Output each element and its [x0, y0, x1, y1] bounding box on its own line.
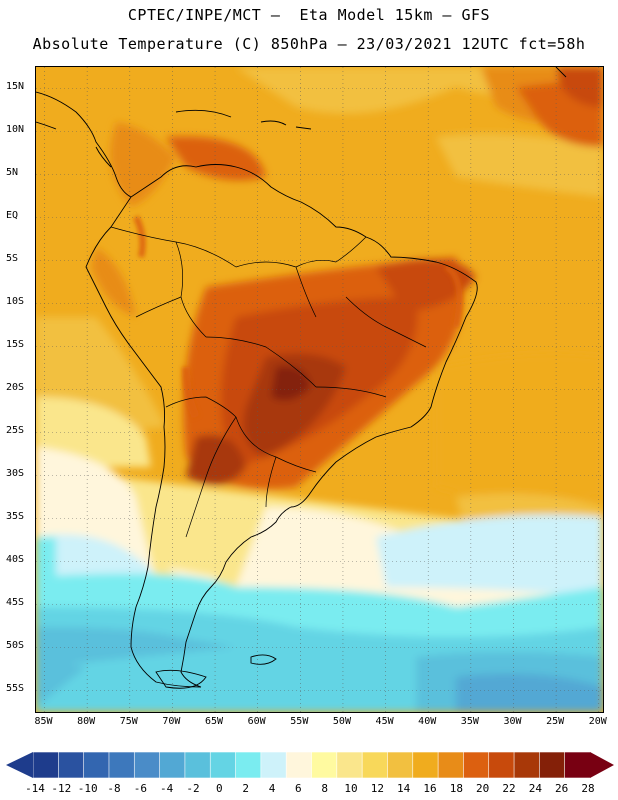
coastlines — [36, 67, 567, 689]
colorbar-swatch — [412, 751, 439, 779]
warm-streaks — [133, 215, 463, 419]
colorbar-label: 0 — [216, 782, 223, 795]
colorbar-swatch — [285, 751, 313, 779]
latitude-label: EQ — [6, 209, 19, 221]
country-borders — [110, 226, 427, 538]
longitude-label: 40W — [418, 716, 437, 727]
colorbar-label: 2 — [242, 782, 249, 795]
colorbar-swatch — [235, 751, 262, 779]
latitude-label: 5S — [6, 252, 19, 264]
colorbar-label: -2 — [186, 782, 200, 795]
colorbar-swatch — [184, 751, 212, 779]
colorbar-label: -10 — [77, 782, 98, 795]
colorbar-swatch — [513, 751, 541, 779]
colorbar-label: 20 — [476, 782, 490, 795]
colorbar-label: 12 — [370, 782, 384, 795]
colorbar-label: -8 — [107, 782, 121, 795]
latitude-label: 50S — [6, 639, 25, 651]
colorbar-swatch — [336, 751, 363, 779]
temperature-field — [36, 67, 603, 712]
longitude-label: 75W — [119, 716, 138, 727]
colorbar-label: 4 — [268, 782, 276, 795]
colorbar-swatch — [539, 751, 566, 779]
latitude-label: 5N — [6, 166, 19, 178]
latitude-label: 15N — [6, 80, 25, 92]
longitude-label: 80W — [77, 716, 96, 727]
longitude-label: 50W — [332, 716, 351, 727]
longitude-label: 70W — [162, 716, 181, 727]
colorbar-label: 16 — [423, 782, 437, 795]
colorbar-label: -12 — [51, 782, 72, 795]
longitude-label: 45W — [375, 716, 394, 727]
colorbar-label: 8 — [321, 782, 328, 795]
colorbar-label: -6 — [133, 782, 147, 795]
colorbar-swatch — [260, 751, 287, 779]
colorbar-swatch — [387, 751, 414, 779]
longitude-label: 60W — [247, 716, 266, 727]
colorbar-label: 6 — [295, 782, 302, 795]
colorbar-label: 22 — [502, 782, 516, 795]
latitude-label: 25S — [6, 424, 25, 436]
colorbar-label: 10 — [344, 782, 358, 795]
colorbar-label: 28 — [581, 782, 595, 795]
colorbar-swatch — [159, 751, 186, 779]
colorbar-swatch — [108, 751, 136, 779]
longitude-label: 85W — [34, 716, 53, 727]
colorbar-label: -14 — [25, 782, 45, 795]
colorbar-swatch — [209, 751, 237, 779]
latitude-label: 15S — [6, 338, 25, 350]
map-canvas — [36, 67, 603, 712]
colorbar-label: 14 — [397, 782, 411, 795]
colorbar-swatch — [311, 751, 338, 779]
colorbar-label: -4 — [160, 782, 174, 795]
latitude-label: 45S — [6, 596, 25, 608]
colorbar-label: 26 — [555, 782, 569, 795]
colorbar-left-arrow — [6, 752, 33, 778]
latitude-label: 55S — [6, 682, 25, 694]
colorbar-right-arrow — [590, 752, 614, 778]
map-title-line2: Absolute Temperature (C) 850hPa – 23/03/… — [32, 35, 586, 53]
map-title-line1: CPTEC/INPE/MCT – Eta Model 15km – GFS — [127, 6, 491, 24]
colorbar-swatch — [437, 751, 465, 779]
colorbar-swatch — [564, 751, 591, 779]
latitude-label: 10N — [6, 123, 25, 135]
colorbar-swatch — [83, 751, 110, 779]
latitude-label: 10S — [6, 295, 25, 307]
colorbar-swatch — [32, 751, 60, 779]
latitude-label: 35S — [6, 510, 25, 522]
colorbar — [6, 751, 614, 779]
longitude-label: 65W — [205, 716, 224, 727]
colorbar-swatch — [488, 751, 515, 779]
latitude-label: 20S — [6, 381, 25, 393]
temperature-map — [35, 66, 604, 713]
latitude-label: 30S — [6, 467, 25, 479]
longitude-label: 25W — [546, 716, 565, 727]
longitude-label: 35W — [460, 716, 479, 727]
colorbar-swatch — [133, 751, 161, 779]
longitude-label: 20W — [588, 716, 607, 727]
colorbar-label: 24 — [528, 782, 542, 795]
latitude-label: 40S — [6, 553, 25, 565]
colorbar-label: 18 — [449, 782, 463, 795]
lat-lon-grid — [36, 67, 603, 712]
colorbar-swatch — [361, 751, 389, 779]
colorbar-swatch — [463, 751, 490, 779]
colorbar-swatch — [58, 751, 85, 779]
longitude-label: 55W — [290, 716, 309, 727]
longitude-label: 30W — [503, 716, 522, 727]
